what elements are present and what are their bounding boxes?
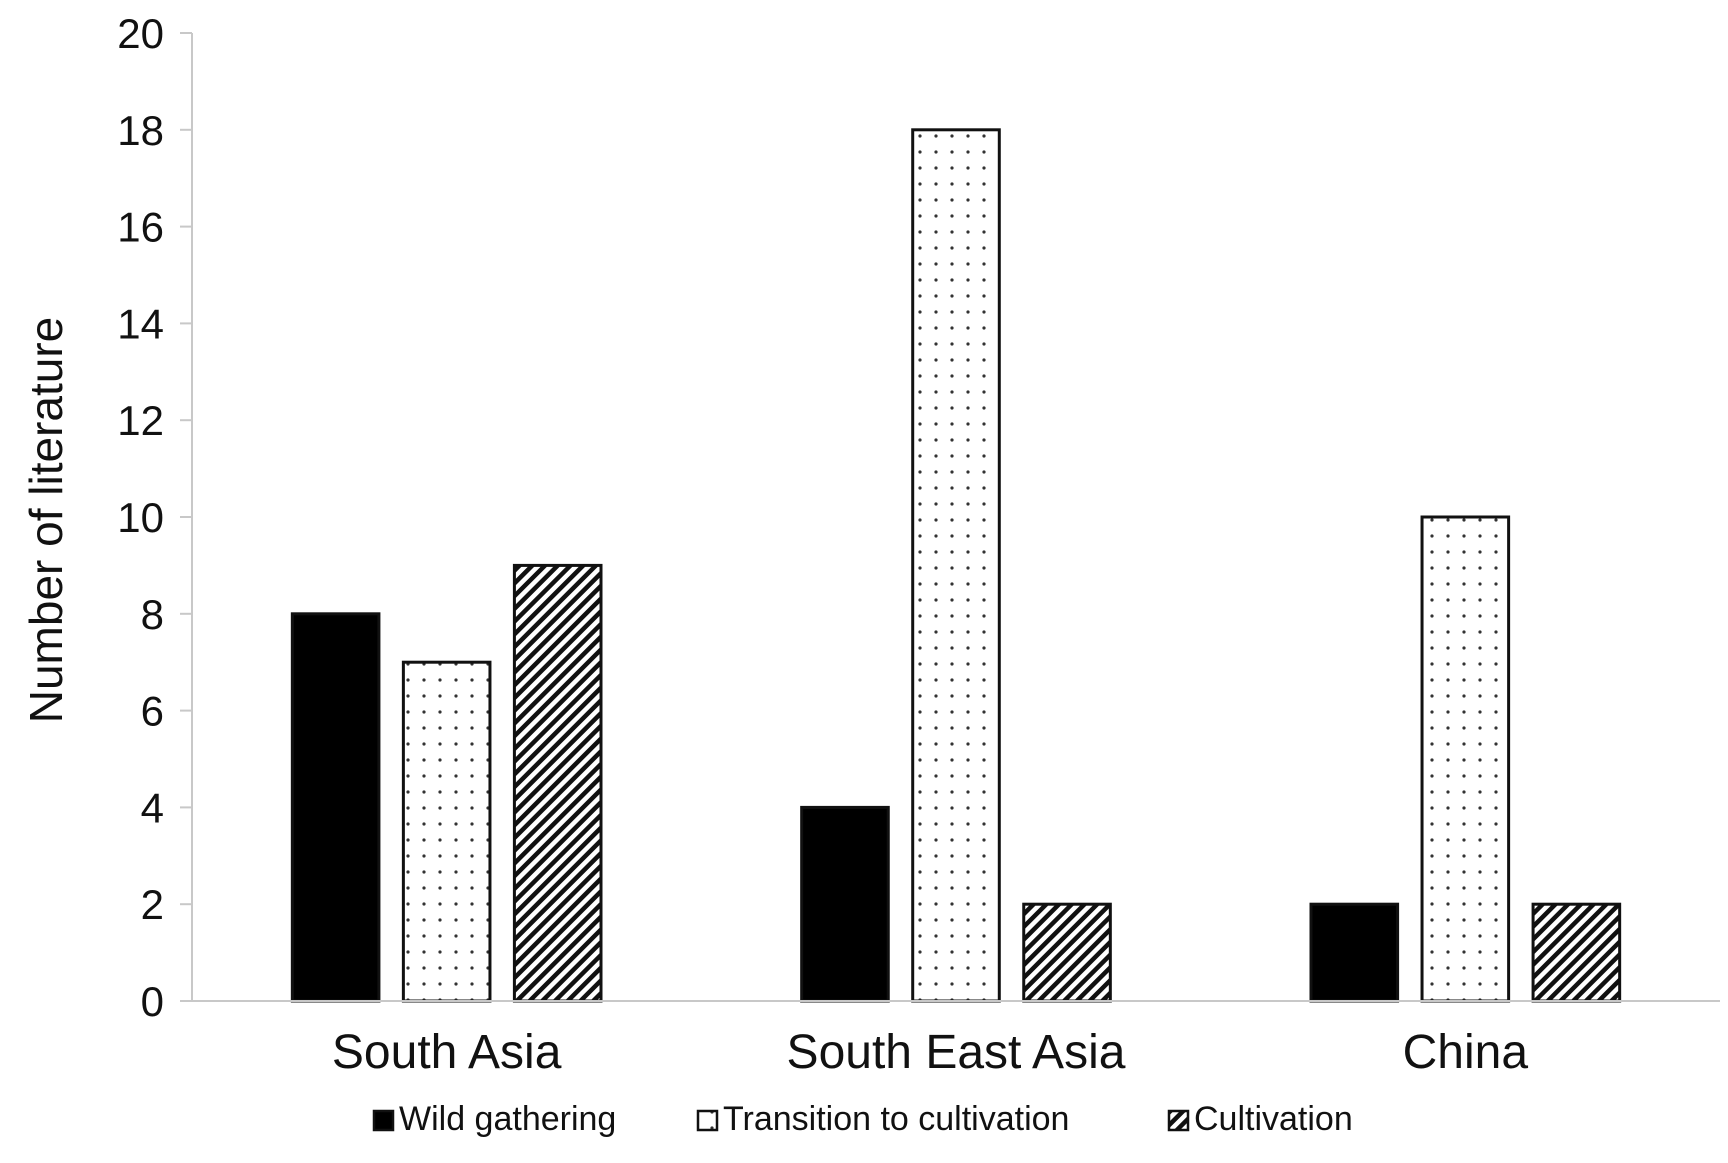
legend-swatch: [1167, 1109, 1190, 1132]
bar: [800, 805, 890, 1003]
legend-swatch: [372, 1109, 395, 1132]
bar: [512, 563, 603, 1003]
bar: [290, 612, 381, 1003]
bar: [1022, 902, 1112, 1003]
legend-swatch: [696, 1109, 719, 1132]
legend-label: Wild gathering: [399, 1100, 616, 1138]
legend-label: Cultivation: [1194, 1100, 1353, 1138]
x-axis: South Asia South East Asia China: [192, 1000, 1720, 1079]
y-tick-label: 8: [141, 591, 164, 638]
y-tick-label: 16: [117, 204, 164, 251]
y-tick-label: 2: [141, 881, 164, 928]
x-tick-label: South Asia: [332, 1026, 562, 1079]
y-axis: 0 2 4 6 8 10 12 14 16 18 20: [117, 10, 193, 1025]
x-tick-label: South East Asia: [787, 1026, 1126, 1079]
y-tick-label: 20: [117, 10, 164, 57]
bar: [401, 660, 492, 1003]
y-tick-label: 4: [141, 784, 164, 831]
bar: [1420, 515, 1511, 1003]
legend-label: Transition to cultivation: [723, 1100, 1069, 1138]
y-tick-label: 10: [117, 494, 164, 541]
y-axis-label: Number of literature: [20, 317, 72, 724]
bar: [1309, 902, 1400, 1003]
bar: [911, 128, 1001, 1003]
y-tick-label: 0: [141, 978, 164, 1025]
legend: Wild gathering Transition to cultivation C…: [372, 1100, 1353, 1138]
bars: [290, 128, 1622, 1003]
x-tick-label: China: [1403, 1026, 1529, 1079]
y-tick-label: 18: [117, 107, 164, 154]
y-tick-label: 6: [141, 688, 164, 735]
y-tick-label: 12: [117, 397, 164, 444]
y-tick-label: 14: [117, 300, 164, 347]
bar: [1531, 902, 1622, 1003]
